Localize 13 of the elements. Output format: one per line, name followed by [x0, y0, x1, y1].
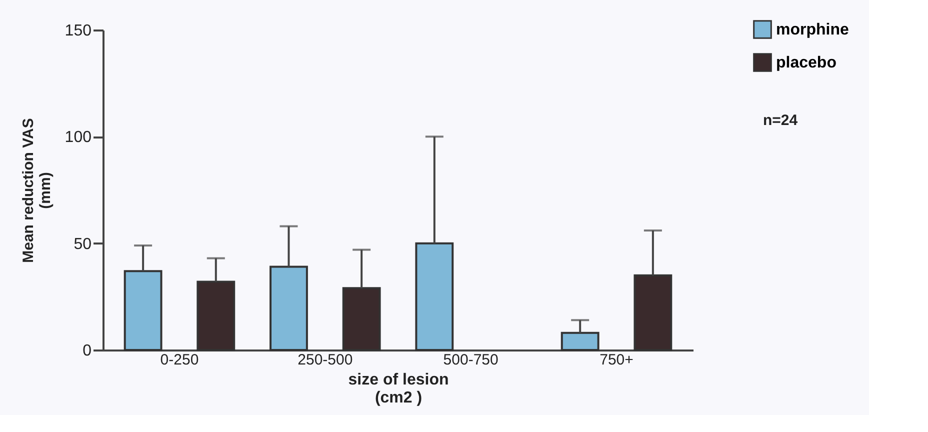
y-axis-title: Mean reduction VAS (mm)	[20, 118, 54, 263]
legend-label: morphine	[776, 22, 849, 38]
y-tick-label: 50	[74, 236, 92, 253]
y-tick-label: 0	[82, 342, 92, 360]
x-tick-label: 500-750	[443, 352, 498, 368]
x-tick-label: 250-500	[298, 352, 353, 368]
y-tick-label: 100	[64, 129, 92, 146]
x-tick-label: 750+	[600, 352, 634, 368]
legend-label: placebo	[776, 54, 837, 72]
text: n=24	[763, 112, 798, 129]
y-tick-label: 150	[64, 22, 92, 40]
x-axis-title: size of lesion (cm2 )	[348, 372, 449, 406]
x-tick-label: 0-250	[160, 352, 199, 368]
